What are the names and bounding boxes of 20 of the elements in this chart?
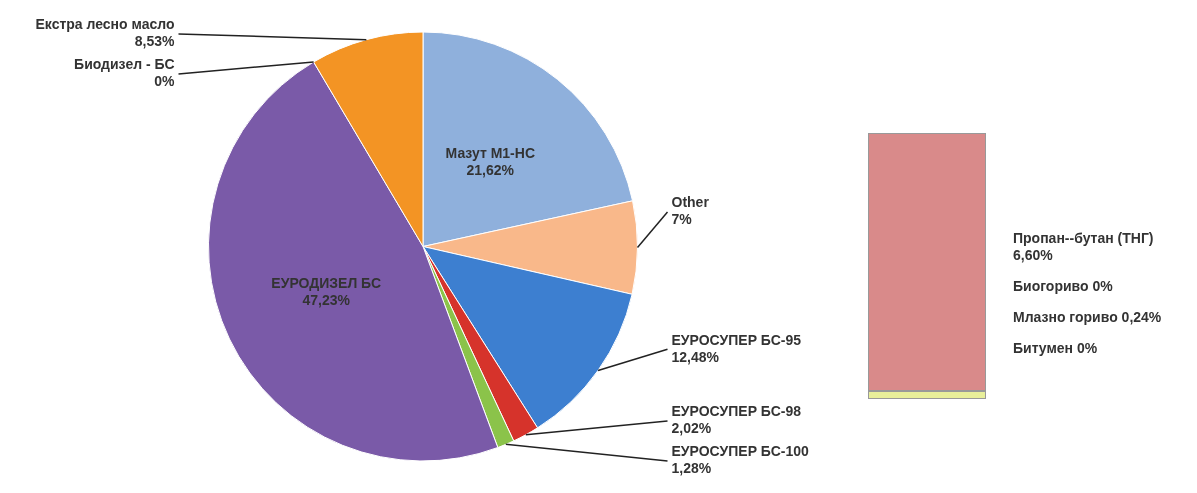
slice-label: ЕУРОСУПЕР БС-100 xyxy=(671,443,810,460)
data-label: 47,23% xyxy=(302,292,351,309)
text: Биогориво 0% xyxy=(1013,278,1114,295)
text: Млазно гориво 0,24% xyxy=(1013,309,1163,326)
slice-label: ЕУРОСУПЕР БС-95 xyxy=(671,331,802,348)
data-label: 8,53% xyxy=(134,33,176,50)
data-label: 12,48% xyxy=(671,348,720,365)
data-label: 21,62% xyxy=(466,162,515,179)
category-label: Биодизел - БС xyxy=(74,56,175,73)
slice-label: ЕУРОСУПЕР БС-98 xyxy=(671,403,802,420)
slice-label: ЕУРОДИЗЕЛ БС xyxy=(271,275,382,292)
data-label: 2,02% xyxy=(671,420,712,437)
text: Битумен 0% xyxy=(1013,340,1099,357)
text: 0% xyxy=(154,73,175,90)
slice-label: Мазут М1-НС xyxy=(445,145,535,162)
slice-label: Other xyxy=(671,194,710,211)
text: Пропан--бутан (ТНГ) 6,60% xyxy=(1013,230,1155,264)
slice-label: Екстра лесно масло xyxy=(35,16,175,33)
data-label: 7% xyxy=(671,211,693,228)
data-label: 1,28% xyxy=(671,460,712,477)
